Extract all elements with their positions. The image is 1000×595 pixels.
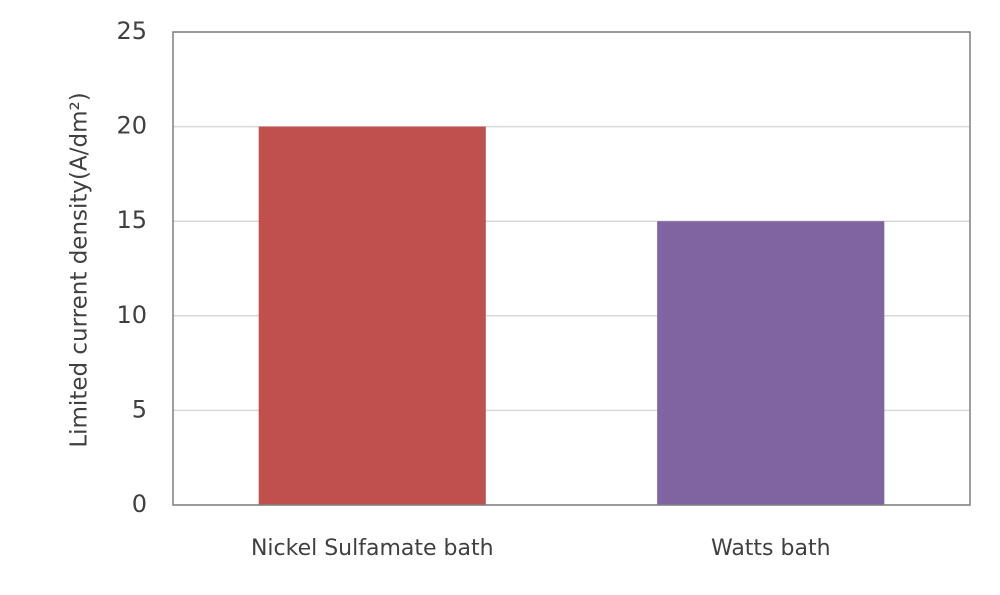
y-tick-label: 15 bbox=[116, 206, 147, 234]
y-tick-label: 20 bbox=[116, 112, 147, 140]
x-tick-label: Nickel Sulfamate bath bbox=[251, 536, 494, 561]
y-axis-title: Limited current density(A/dm²) bbox=[67, 92, 93, 447]
y-tick-label: 5 bbox=[132, 395, 147, 423]
y-tick-label: 0 bbox=[132, 490, 147, 518]
y-tick-label: 10 bbox=[116, 301, 147, 329]
bar bbox=[657, 221, 885, 505]
bar bbox=[258, 126, 486, 505]
y-tick-label: 25 bbox=[116, 17, 147, 45]
plot-frame bbox=[172, 31, 971, 506]
x-tick-label: Watts bath bbox=[711, 536, 831, 561]
